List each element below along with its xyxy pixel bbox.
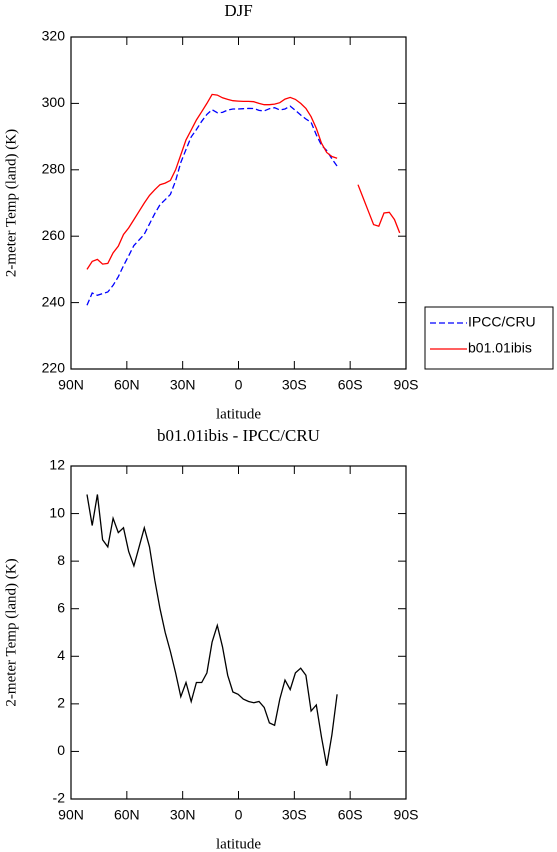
x-tick-label: 30S	[282, 377, 307, 393]
y-tick-label: 12	[49, 457, 65, 473]
x-tick-label: 90S	[394, 377, 419, 393]
legend-label: IPCC/CRU	[468, 314, 536, 330]
y-tick-label: 280	[42, 161, 66, 177]
x-axis-label: latitude	[216, 836, 261, 852]
y-tick-label: 240	[42, 293, 66, 309]
plot-frame	[70, 36, 407, 370]
data-line	[86, 494, 338, 766]
y-axis-label: 2-meter Temp (land) (K)	[3, 129, 19, 277]
y-tick-label: 220	[42, 360, 66, 376]
x-tick-label: 0	[235, 807, 243, 823]
legend-box	[424, 306, 554, 370]
plot-frame	[70, 465, 407, 800]
y-axis-label: 2-meter Temp (land) (K)	[3, 558, 19, 706]
y-tick-label: -2	[53, 790, 66, 806]
y-tick-label: 0	[57, 742, 65, 758]
x-tick-label: 60N	[114, 377, 140, 393]
y-tick-label: 260	[42, 227, 66, 243]
x-axis-label: latitude	[216, 406, 261, 422]
x-tick-label: 90N	[58, 377, 84, 393]
x-tick-label: 30S	[282, 807, 307, 823]
x-tick-label: 60S	[338, 807, 363, 823]
x-tick-label: 90S	[394, 807, 419, 823]
x-tick-label: 60S	[338, 377, 363, 393]
x-tick-label: 30N	[170, 377, 196, 393]
x-tick-label: 60N	[114, 807, 140, 823]
x-tick-label: 0	[235, 377, 243, 393]
chart-title: b01.01ibis - IPCC/CRU	[157, 426, 320, 445]
data-line	[86, 105, 338, 306]
y-tick-label: 320	[42, 28, 66, 44]
y-tick-label: 2	[57, 695, 65, 711]
y-tick-label: 6	[57, 599, 65, 615]
x-tick-label: 30N	[170, 807, 196, 823]
data-line	[86, 93, 401, 270]
y-tick-label: 10	[49, 504, 65, 520]
chart-title: DJF	[224, 1, 252, 20]
y-tick-label: 4	[57, 647, 65, 663]
y-tick-label: 8	[57, 552, 65, 568]
legend-label: b01.01ibis	[468, 340, 532, 356]
x-tick-label: 90N	[58, 807, 84, 823]
y-tick-label: 300	[42, 94, 66, 110]
